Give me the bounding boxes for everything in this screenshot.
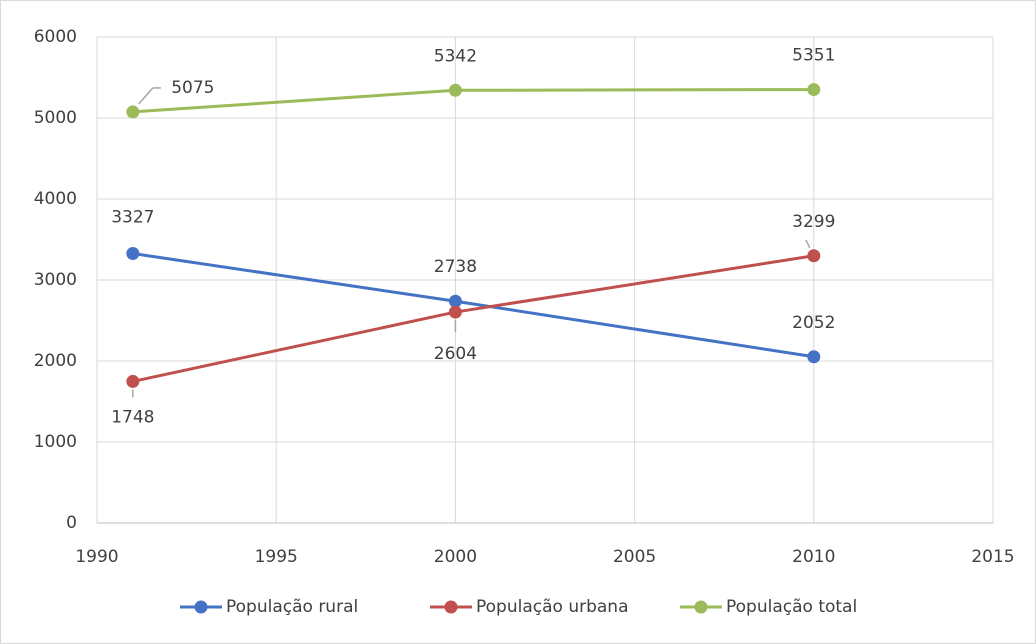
y-tick-label: 1000	[34, 432, 77, 452]
legend-label: População total	[726, 597, 857, 617]
legend-label: População rural	[226, 597, 358, 617]
y-tick-label: 4000	[34, 189, 77, 209]
data-label: 5342	[434, 46, 477, 66]
x-tick-label: 2010	[792, 547, 835, 567]
data-label: 5351	[792, 46, 835, 66]
point	[448, 83, 462, 97]
data-label: 1748	[111, 407, 154, 427]
point	[807, 83, 821, 97]
x-tick-label: 2000	[434, 547, 477, 567]
point	[126, 105, 140, 119]
data-label: 2738	[434, 257, 477, 277]
data-label: 3299	[792, 212, 835, 232]
point	[807, 249, 821, 263]
x-tick-label: 2015	[971, 547, 1014, 567]
point	[807, 350, 821, 364]
data-label: 5075	[171, 78, 214, 98]
legend-label: População urbana	[476, 597, 629, 617]
legend-marker	[444, 600, 458, 614]
point	[448, 305, 462, 319]
y-tick-label: 0	[66, 513, 77, 533]
data-label: 3327	[111, 208, 154, 228]
y-tick-label: 3000	[34, 270, 77, 290]
y-tick-label: 5000	[34, 108, 77, 128]
x-tick-label: 2005	[613, 547, 656, 567]
point	[448, 294, 462, 308]
y-tick-label: 6000	[34, 27, 77, 47]
legend-marker	[194, 600, 208, 614]
legend-marker	[694, 600, 708, 614]
x-tick-label: 1995	[255, 547, 298, 567]
leader-line	[805, 239, 811, 249]
x-tick-label: 1990	[75, 547, 118, 567]
data-label: 2604	[434, 344, 477, 364]
point	[126, 247, 140, 261]
leader-line	[138, 87, 154, 105]
data-label: 2052	[792, 313, 835, 333]
y-tick-label: 2000	[34, 351, 77, 371]
point	[126, 374, 140, 388]
